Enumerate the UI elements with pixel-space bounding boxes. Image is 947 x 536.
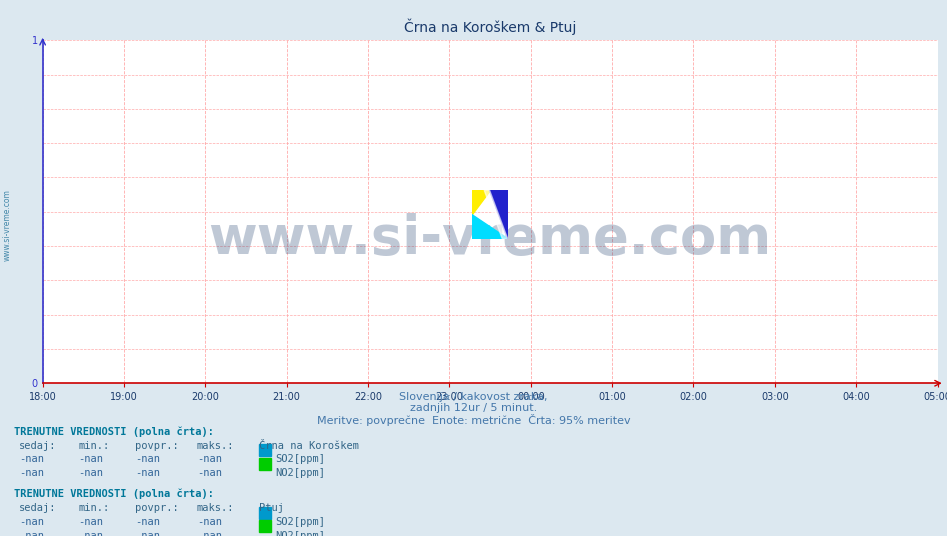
Text: maks.:: maks.:	[197, 441, 235, 451]
Polygon shape	[484, 190, 508, 239]
Text: -nan: -nan	[19, 455, 44, 464]
Text: min.:: min.:	[79, 503, 110, 513]
Text: -nan: -nan	[79, 531, 103, 536]
Text: SO2[ppm]: SO2[ppm]	[276, 455, 326, 464]
Text: -nan: -nan	[197, 455, 222, 464]
Text: povpr.:: povpr.:	[135, 441, 179, 451]
Polygon shape	[472, 214, 508, 239]
Text: povpr.:: povpr.:	[135, 503, 179, 513]
Text: -nan: -nan	[197, 531, 222, 536]
Text: NO2[ppm]: NO2[ppm]	[276, 468, 326, 478]
Text: Slovenija / kakovost zraka,: Slovenija / kakovost zraka,	[400, 392, 547, 403]
Polygon shape	[472, 190, 490, 214]
Text: -nan: -nan	[19, 468, 44, 478]
Text: -nan: -nan	[197, 468, 222, 478]
Text: zadnjih 12ur / 5 minut.: zadnjih 12ur / 5 minut.	[410, 403, 537, 413]
Text: -nan: -nan	[135, 531, 160, 536]
Text: -nan: -nan	[79, 455, 103, 464]
Text: -nan: -nan	[19, 531, 44, 536]
Text: -nan: -nan	[135, 468, 160, 478]
Title: Črna na Koroškem & Ptuj: Črna na Koroškem & Ptuj	[403, 18, 577, 35]
Text: -nan: -nan	[135, 517, 160, 527]
Text: -nan: -nan	[79, 468, 103, 478]
Text: sedaj:: sedaj:	[19, 441, 57, 451]
Text: TRENUTNE VREDNOSTI (polna črta):: TRENUTNE VREDNOSTI (polna črta):	[14, 426, 214, 437]
Text: maks.:: maks.:	[197, 503, 235, 513]
Text: sedaj:: sedaj:	[19, 503, 57, 513]
Text: -nan: -nan	[197, 517, 222, 527]
Text: NO2[ppm]: NO2[ppm]	[276, 531, 326, 536]
Text: min.:: min.:	[79, 441, 110, 451]
Text: www.si-vreme.com: www.si-vreme.com	[208, 213, 772, 265]
Text: -nan: -nan	[19, 517, 44, 527]
Text: -nan: -nan	[135, 455, 160, 464]
Text: SO2[ppm]: SO2[ppm]	[276, 517, 326, 527]
Text: -nan: -nan	[79, 517, 103, 527]
Text: www.si-vreme.com: www.si-vreme.com	[3, 189, 12, 261]
Text: Meritve: povprečne  Enote: metrične  Črta: 95% meritev: Meritve: povprečne Enote: metrične Črta:…	[316, 414, 631, 426]
Polygon shape	[490, 190, 508, 239]
Text: Ptuj: Ptuj	[259, 503, 283, 513]
Text: TRENUTNE VREDNOSTI (polna črta):: TRENUTNE VREDNOSTI (polna črta):	[14, 489, 214, 500]
Text: Črna na Koroškem: Črna na Koroškem	[259, 441, 359, 451]
